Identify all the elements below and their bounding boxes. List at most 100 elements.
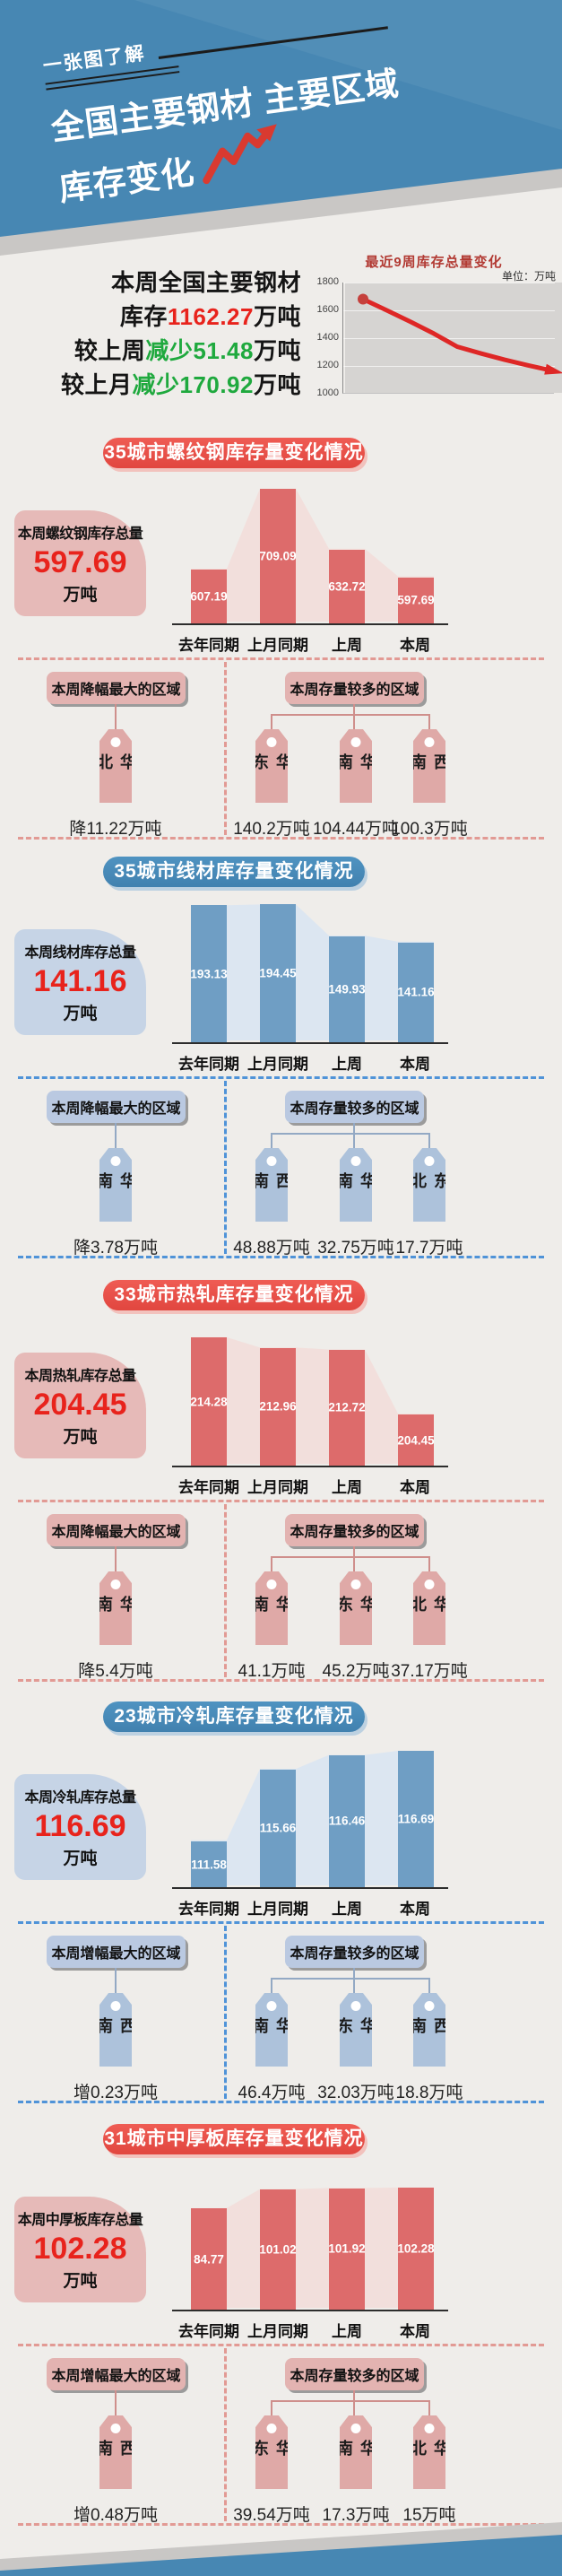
bar: 116.69 [398, 1751, 434, 1887]
region-group-label: 本周降幅最大的区域 [47, 1514, 186, 1546]
connector-line [353, 1546, 355, 1557]
region-tag: 华南 [340, 2415, 372, 2489]
region-value: 增0.23万吨 [73, 2084, 158, 2102]
connector-line [115, 1546, 117, 1571]
section-medium-plate: 31城市中厚板库存量变化情况 本周中厚板库存总量 102.28 万吨 84.77… [0, 2118, 562, 2530]
region-group-label: 本周降幅最大的区域 [47, 672, 186, 704]
info-label: 本周热轧库存总量 [24, 1369, 136, 1384]
category-label: 上月同期 [247, 1056, 308, 1073]
category-label: 本周 [400, 1901, 430, 1918]
bar: 149.93 [328, 936, 366, 1042]
bar: 709.09 [259, 488, 297, 623]
banner-content: 一张图了解 全国主要钢材 主要区域 库存变化 [41, 1, 453, 211]
bar-value: 204.45 [397, 1433, 435, 1448]
bar-value: 607.19 [190, 589, 228, 604]
region-value: 降3.78万吨 [73, 1239, 158, 1258]
connector-line [115, 704, 117, 729]
bar: 597.69 [397, 577, 435, 623]
section-header-pill: 23城市冷轧库存量变化情况 [103, 1701, 365, 1732]
region-group-label: 本周增幅最大的区域 [47, 1936, 186, 1968]
bar-chart: 214.28 212.96 212.72 204.45 [172, 1324, 448, 1467]
dashed-separator [18, 2344, 544, 2346]
region-tag: 华北 [413, 2415, 445, 2489]
region-value: 45.2万吨 [322, 1662, 390, 1681]
connector-line [353, 1979, 355, 1993]
connector-line [271, 1556, 430, 1558]
y-tick-label: 1400 [316, 332, 339, 343]
region-group-label: 本周存量较多的区域 [285, 1091, 424, 1123]
tag-hole [266, 1580, 277, 1589]
summary-line-1: 本周全国主要钢材 [110, 269, 301, 296]
connector-line [271, 1133, 430, 1135]
category-label: 上周 [332, 2323, 362, 2340]
area-silhouette [191, 2187, 434, 2309]
bar-chart: 84.77 101.02 101.92 102.28 [172, 2168, 448, 2311]
tag-hole [266, 2424, 277, 2433]
dashed-divider [224, 1081, 227, 1254]
trend-arrow-icon [203, 124, 277, 185]
mini-plot-area [342, 283, 562, 394]
region-value: 15万吨 [402, 2506, 456, 2525]
mini-chart-title: 最近9周库存总量变化 [365, 255, 503, 270]
info-label: 本周冷轧库存总量 [24, 1790, 136, 1806]
region-group-label: 本周存量较多的区域 [285, 1936, 424, 1968]
dashed-separator [18, 1679, 544, 1682]
connector-line [271, 2400, 430, 2402]
connector-line [271, 1978, 430, 1980]
tag-hole [424, 737, 435, 747]
region-value: 17.3万吨 [322, 2506, 390, 2525]
info-box: 本周热轧库存总量 204.45 万吨 [14, 1353, 146, 1458]
connector-line [115, 2390, 117, 2415]
region-value: 41.1万吨 [238, 1662, 306, 1681]
region-tag: 华南 [255, 1571, 288, 1645]
dashed-separator [18, 2523, 544, 2526]
region-tag: 西南 [99, 1993, 132, 2067]
dashed-divider [224, 1926, 227, 2099]
region-value: 17.7万吨 [395, 1239, 463, 1258]
info-value: 204.45 [33, 1388, 127, 1422]
bar: 101.92 [328, 2188, 366, 2310]
section-rebar: 35城市螺纹钢库存量变化情况 本周螺纹钢库存总量 597.69 万吨 607.1… [0, 431, 562, 844]
connector-line [115, 1123, 117, 1148]
connector-line [353, 1557, 355, 1571]
weekly-change-value: 减少51.48 [145, 337, 254, 364]
region-tag: 华南 [255, 1993, 288, 2067]
tag-hole [350, 1580, 361, 1589]
region-group-label: 本周降幅最大的区域 [47, 1091, 186, 1123]
bar-value: 212.72 [328, 1400, 366, 1414]
region-value: 18.8万吨 [395, 2084, 463, 2102]
category-label: 去年同期 [178, 1479, 239, 1496]
area-silhouette [191, 488, 434, 622]
tag-hole [350, 1156, 361, 1166]
bar-slot: 101.02 [259, 2168, 297, 2310]
connector-line [353, 1134, 355, 1148]
bar: 193.13 [190, 905, 228, 1042]
info-unit: 万吨 [63, 1849, 98, 1868]
section-header-pill: 33城市热轧库存量变化情况 [103, 1280, 365, 1310]
category-label: 上月同期 [247, 1901, 308, 1918]
region-value: 37.17万吨 [391, 1662, 468, 1681]
bar-slot: 102.28 [397, 2168, 435, 2310]
region-group-label: 本周存量较多的区域 [285, 2358, 424, 2390]
bar-value: 101.92 [328, 2241, 366, 2256]
section-header-pill: 35城市线材库存量变化情况 [103, 857, 365, 887]
connector-line [271, 1979, 272, 1993]
bar-slot: 212.72 [328, 1324, 366, 1466]
region-group-label: 本周存量较多的区域 [285, 1514, 424, 1546]
gridline [343, 366, 555, 367]
bar-slot: 149.93 [328, 901, 366, 1042]
tag-hole [350, 737, 361, 747]
mini-chart-unit: 单位：万吨 [501, 270, 556, 283]
region-value: 39.54万吨 [233, 2506, 310, 2525]
region-tag: 华东 [340, 1571, 372, 1645]
region-value: 46.4万吨 [238, 2084, 306, 2102]
y-tick-label: 1600 [316, 304, 339, 315]
bar-slot: 607.19 [190, 482, 228, 623]
region-value: 增0.48万吨 [73, 2506, 158, 2525]
info-box: 本周冷轧库存总量 116.69 万吨 [14, 1774, 146, 1880]
gridline [343, 338, 555, 339]
region-tag: 华北 [99, 729, 132, 803]
connector-line [115, 1968, 117, 1993]
section-header-pill: 31城市中厚板库存量变化情况 [103, 2124, 365, 2154]
bar: 214.28 [190, 1337, 228, 1466]
